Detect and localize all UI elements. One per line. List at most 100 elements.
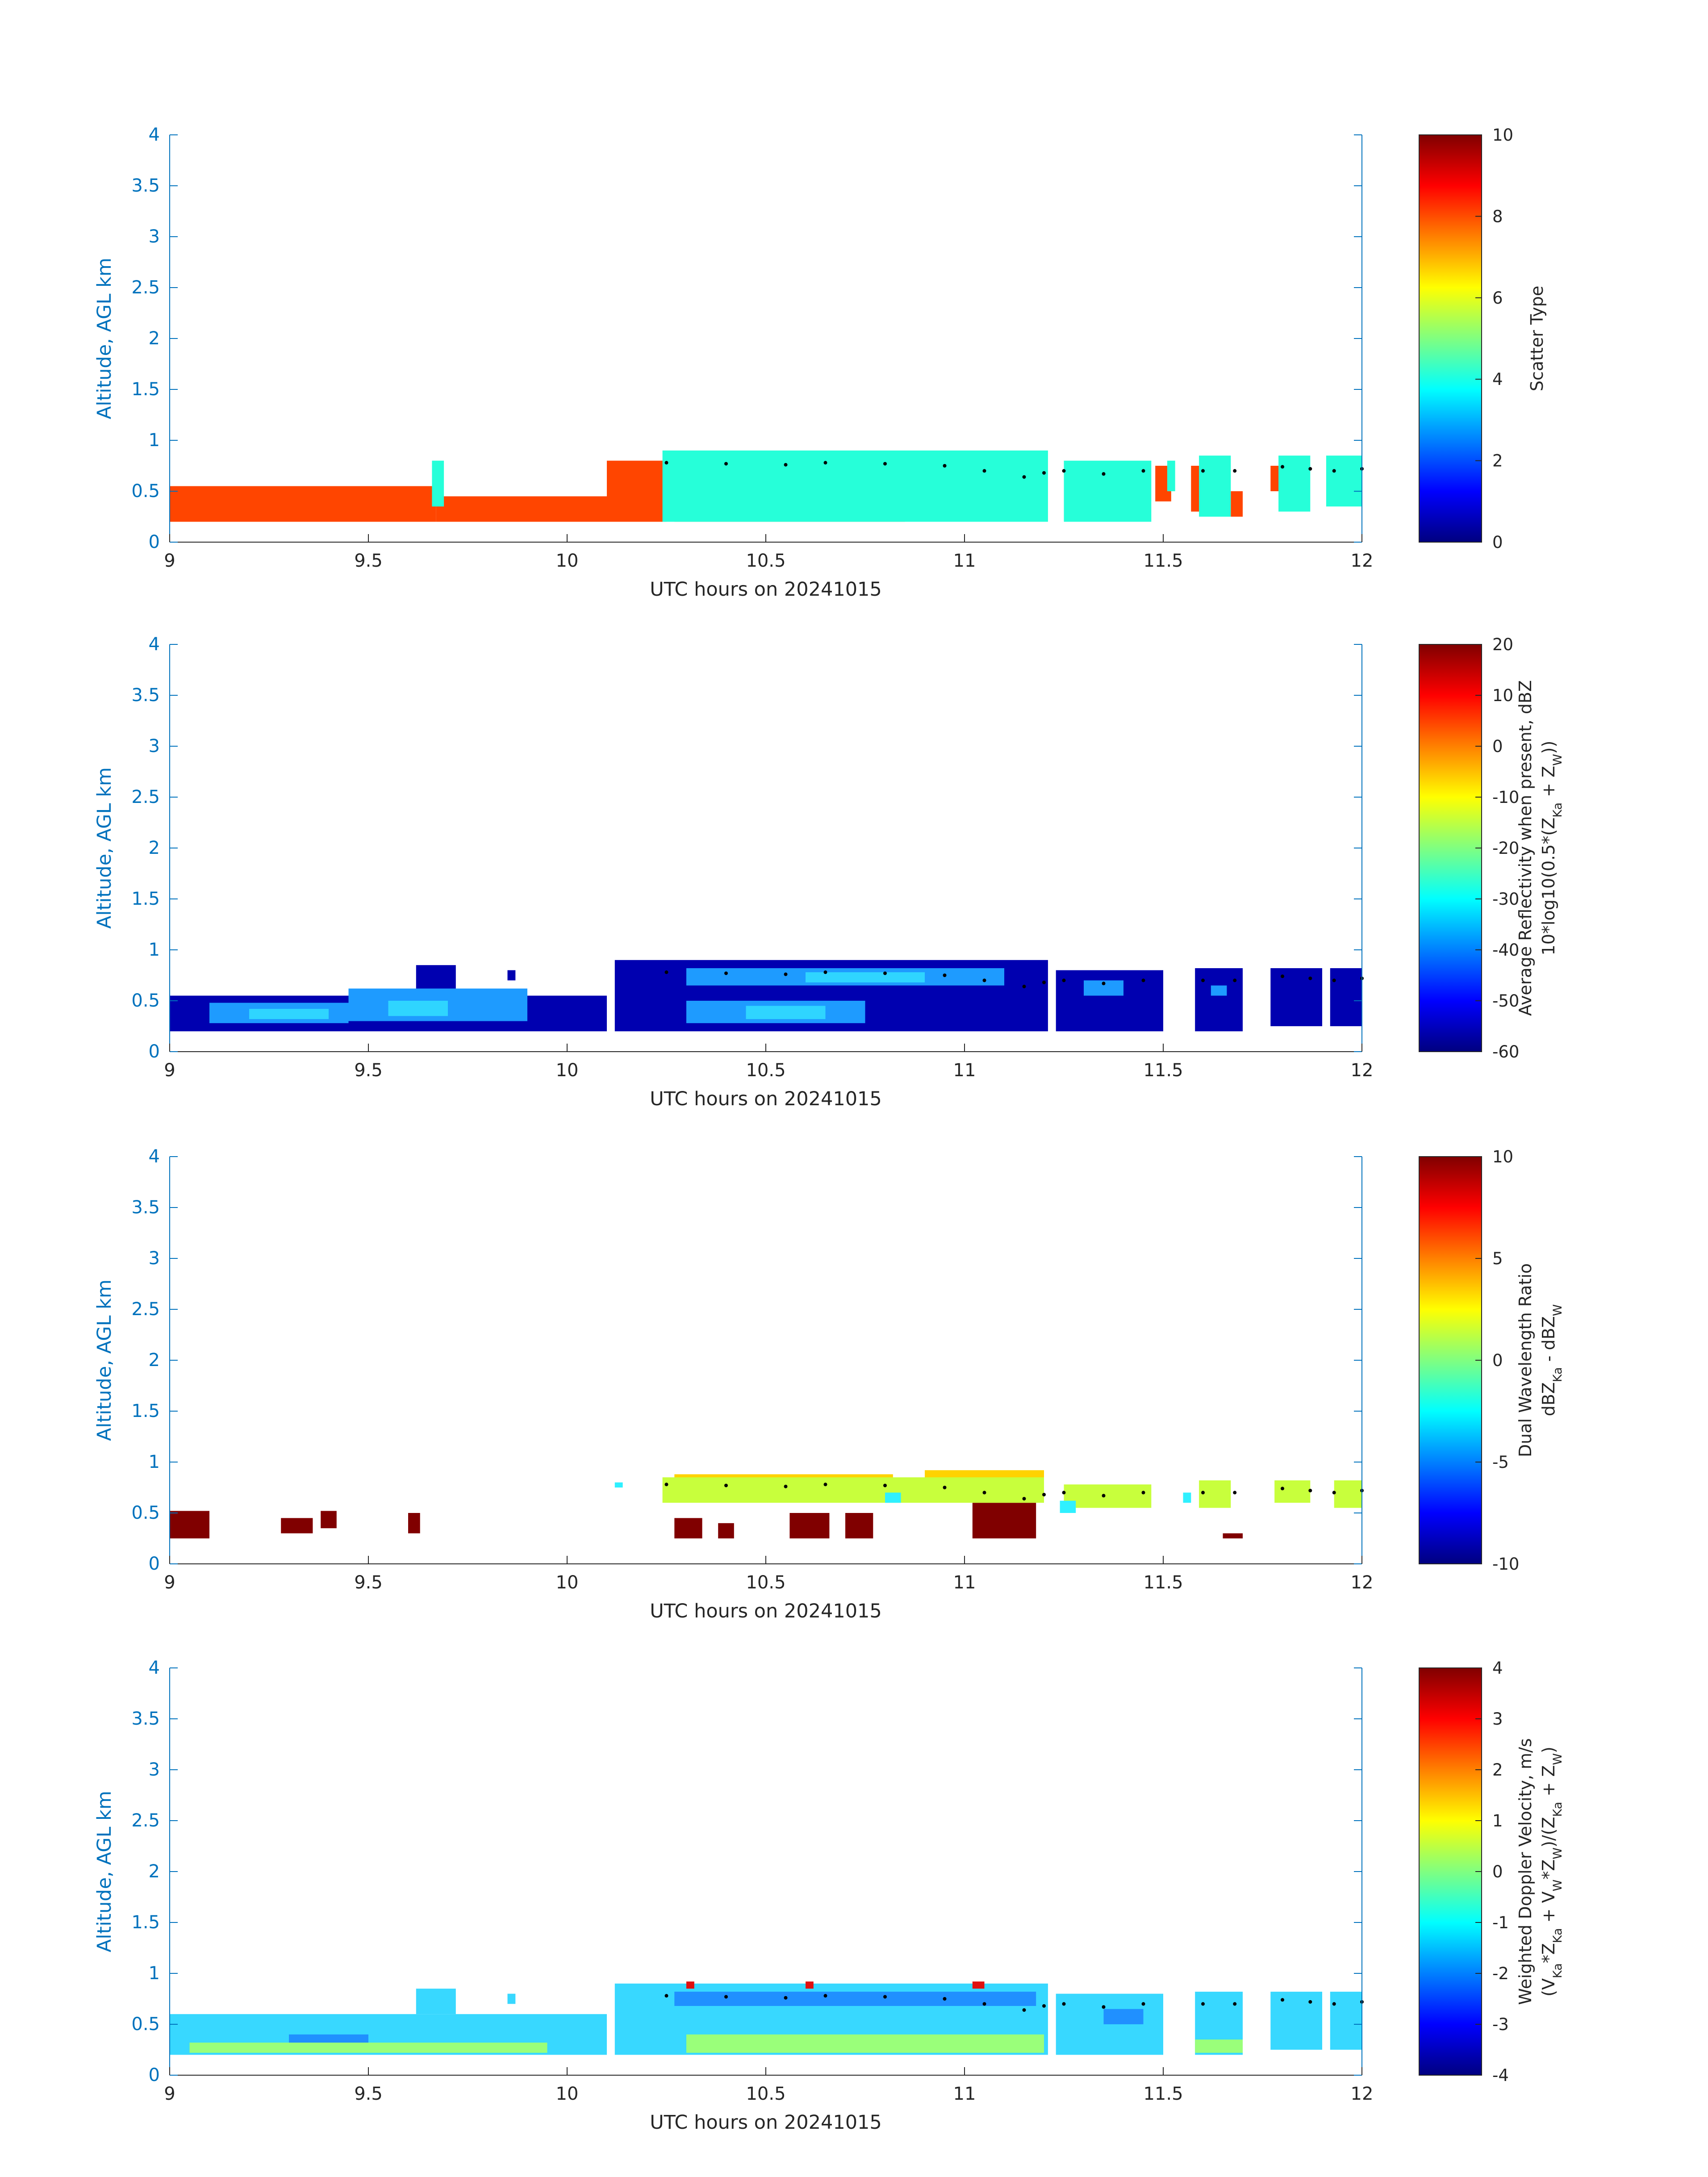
contour-dot [1308,467,1312,471]
contour-dots [664,970,1364,989]
contour-dot [784,972,788,976]
contour-dot [1042,1492,1046,1496]
colorbar-fill [1419,134,1482,543]
y-tick-label: 2.5 [131,1810,160,1831]
y-tick-label: 3 [149,736,160,756]
series-2 [662,1477,1362,1508]
colorbar-tick-label: -30 [1492,890,1519,909]
colorbar-tick-label: -10 [1492,788,1519,807]
contour-dot [1308,976,1312,980]
contour-dot [1102,472,1106,476]
series-1 [289,1992,1144,2045]
x-tick-label: 10.5 [746,1060,785,1081]
colorbar: -60 -50 -40 -30 -20 -10 0 10 20 Average Reflectiv… [1419,635,1565,1061]
colorbar-tick-label: 3 [1492,1709,1503,1729]
y-tick-label: 3 [149,1759,160,1780]
data-cell [189,2043,547,2053]
y-tick-label: 4 [149,1658,160,1678]
contour-dot [1062,1491,1066,1495]
x-tick-label: 12 [1351,1060,1374,1081]
contour-dot [1332,1491,1336,1495]
data-cell [321,1511,337,1529]
contour-dot [1281,465,1284,469]
data-cell [432,460,444,507]
colorbar: -4 -3 -2 -1 0 1 2 3 4 Weighted Doppler Velocity, … [1419,1659,1565,2085]
contour-dot [1201,469,1205,473]
contour-dot [1332,978,1336,982]
contour-dot [1022,985,1026,989]
contour-dot [664,461,668,465]
colorbar-tick-label: 10 [1492,686,1513,705]
colorbar-tick-label: -5 [1492,1453,1509,1472]
y-tick-label: 3 [149,1248,160,1269]
data-cell [662,450,1048,522]
contour-dot [1102,982,1106,986]
contour-dot [1141,469,1145,473]
contour-dot [823,970,827,974]
y-tick-label: 4 [149,125,160,145]
contour-dot [1102,1494,1106,1498]
data-cell [845,1513,873,1538]
contour-dot [883,971,887,975]
colorbar-tick-label: -20 [1492,839,1519,858]
colorbar-tick-label: 0 [1492,737,1503,756]
contour-dot [1233,469,1237,473]
x-tick-label: 12 [1351,1572,1374,1593]
contour-dot [1201,2002,1205,2006]
x-tick-label: 10.5 [746,1572,785,1593]
contour-dot [943,974,947,977]
colorbar-tick-label: 10 [1492,1147,1513,1166]
x-tick-label: 11.5 [1143,1060,1183,1081]
x-tick-label: 12 [1351,2084,1374,2104]
contour-dot [1233,1491,1237,1495]
x-tick-label: 9.5 [354,551,383,571]
data-cell [1326,455,1362,507]
contour-dot [1141,1491,1145,1495]
colorbar-tick-label: -60 [1492,1042,1519,1061]
data-cell [1278,455,1311,512]
colorbar-tick-label: 20 [1492,635,1513,654]
y-tick-label: 1 [149,1452,160,1472]
x-tick-label: 9 [164,551,175,571]
colorbar-label-line: (VKa*ZKa + VW*ZW)/(ZKa + ZW) [1539,1747,1565,1997]
contour-dot [943,464,947,468]
contour-dot [1062,469,1066,473]
y-tick-label: 1.5 [131,379,160,400]
x-tick-label: 10 [556,551,579,571]
x-axis-title: UTC hours on 20241015 [650,1600,882,1622]
y-tick-label: 3.5 [131,175,160,196]
data-cell [1330,1992,1362,2050]
colorbar-tick-label: 1 [1492,1811,1503,1830]
colorbar-fill [1419,1156,1482,1564]
colorbar-tick-label: -50 [1492,991,1519,1011]
data-cell [1199,1480,1231,1508]
y-tick-label: 1.5 [131,889,160,909]
colorbar-tick-label: 10 [1492,125,1513,145]
y-tick-label: 2 [149,1350,160,1371]
y-tick-label: 0 [149,1554,160,1574]
y-tick-label: 2.5 [131,1299,160,1320]
contour-dot [1022,475,1026,479]
colorbar-label-line: Dual Wavelength Ratio [1516,1263,1535,1457]
data-cell [607,460,667,522]
contour-dot [982,2002,986,2006]
contour-dot [1062,2002,1066,2006]
colorbar-tick-label: 0 [1492,533,1503,552]
contour-dot [982,469,986,473]
x-tick-label: 11.5 [1143,551,1183,571]
contour-dot [724,971,728,975]
y-tick-label: 2 [149,328,160,349]
y-tick-label: 1 [149,940,160,960]
contour-dot [982,978,986,982]
y-tick-label: 3.5 [131,685,160,706]
x-tick-label: 9 [164,2084,175,2104]
colorbar-tick-label: 2 [1492,1760,1503,1780]
contour-dot [1201,1491,1205,1495]
data-cell [1330,968,1362,1026]
contour-dot [1281,1998,1284,2002]
contour-dot [1022,1497,1026,1501]
x-tick-label: 9.5 [354,2084,383,2104]
